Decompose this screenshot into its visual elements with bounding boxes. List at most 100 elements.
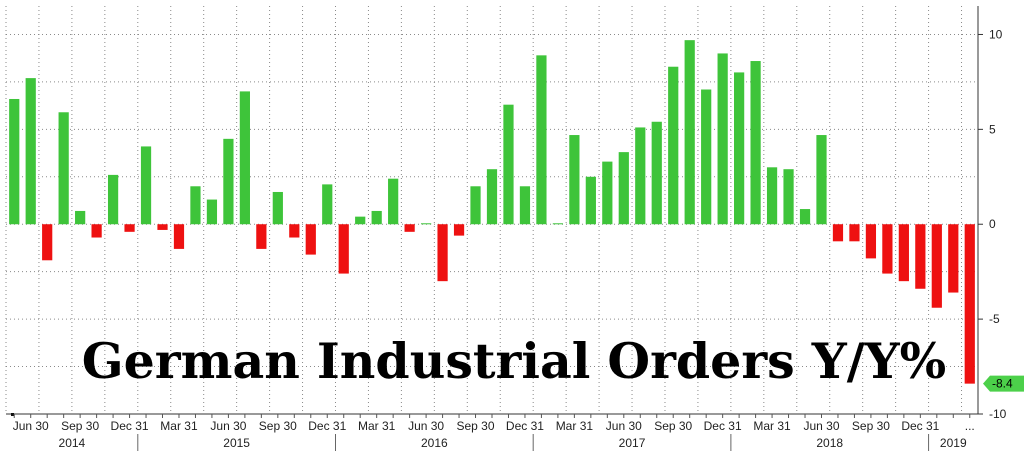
last-value-tag bbox=[983, 375, 1024, 392]
bar-mar-2016 bbox=[371, 210, 382, 225]
bar-apr-2015 bbox=[190, 186, 201, 225]
bar-may-2017 bbox=[602, 161, 613, 225]
x-tick-label: Dec 31 bbox=[506, 419, 544, 433]
year-label: 2019 bbox=[940, 436, 967, 450]
x-axis-start-dot bbox=[11, 413, 14, 416]
bar-oct-2017 bbox=[684, 40, 695, 225]
bar-may-2014 bbox=[9, 98, 20, 225]
x-tick-label: Sep 30 bbox=[457, 419, 495, 433]
last-value-label: -8.4 bbox=[992, 377, 1013, 391]
y-tick-label: -5 bbox=[989, 312, 1000, 326]
y-tick-label: 5 bbox=[989, 122, 996, 136]
bar-jun-2015 bbox=[223, 138, 234, 225]
bar-oct-2018 bbox=[882, 224, 893, 274]
bar-sep-2015 bbox=[272, 191, 283, 225]
x-tick-label: Dec 31 bbox=[111, 419, 149, 433]
bar-jul-2014 bbox=[42, 224, 53, 261]
bar-aug-2015 bbox=[256, 224, 267, 249]
bar-oct-2015 bbox=[289, 224, 300, 238]
bar-may-2015 bbox=[206, 199, 218, 225]
bar-dec-2014 bbox=[124, 224, 135, 232]
bar-feb-2016 bbox=[355, 216, 366, 225]
bar-apr-2016 bbox=[388, 178, 399, 225]
bar-dec-2015 bbox=[322, 184, 333, 225]
bar-jun-2017 bbox=[618, 152, 629, 225]
x-tick-label: Mar 31 bbox=[753, 419, 791, 433]
bar-nov-2015 bbox=[305, 224, 316, 255]
bar-jan-2016 bbox=[338, 224, 349, 274]
bar-aug-2018 bbox=[849, 224, 860, 242]
x-tick-label: Sep 30 bbox=[654, 419, 692, 433]
x-tick-label: Dec 31 bbox=[704, 419, 742, 433]
chart-title: German Industrial Orders Y/Y% bbox=[82, 332, 946, 390]
bar-jul-2018 bbox=[832, 224, 844, 242]
last-value-tag-group: -8.4 bbox=[983, 375, 1024, 392]
bar-jan-2018 bbox=[734, 72, 745, 225]
bar-mar-2018 bbox=[766, 167, 778, 225]
bar-aug-2014 bbox=[58, 112, 69, 225]
bar-sep-2014 bbox=[75, 210, 86, 225]
bar-dec-2018 bbox=[915, 224, 926, 289]
bar-nov-2017 bbox=[701, 89, 712, 225]
bar-jun-2014 bbox=[25, 78, 36, 225]
bar-oct-2014 bbox=[91, 224, 102, 238]
bar-nov-2018 bbox=[898, 224, 909, 282]
bar-series bbox=[9, 40, 975, 384]
bar-apr-2017 bbox=[585, 176, 596, 225]
bar-aug-2016 bbox=[453, 224, 465, 236]
x-tick-label: Sep 30 bbox=[259, 419, 297, 433]
year-label: 2015 bbox=[223, 436, 250, 450]
bar-jul-2016 bbox=[437, 224, 448, 282]
bar-mar-2015 bbox=[173, 224, 185, 249]
bar-dec-2016 bbox=[519, 186, 531, 225]
bar-aug-2017 bbox=[651, 121, 662, 225]
bar-feb-2018 bbox=[750, 61, 761, 225]
bar-sep-2018 bbox=[865, 224, 877, 259]
bar-dec-2017 bbox=[717, 53, 728, 225]
bar-jul-2017 bbox=[635, 127, 646, 225]
x-tick-label: Jun 30 bbox=[408, 419, 444, 433]
bar-nov-2016 bbox=[503, 104, 514, 225]
chart-title-group: German Industrial Orders Y/Y% bbox=[82, 332, 946, 390]
x-tick-label: Jun 30 bbox=[210, 419, 246, 433]
bar-sep-2016 bbox=[470, 186, 481, 225]
bar-feb-2017 bbox=[552, 223, 564, 225]
x-tick-label: Jun 30 bbox=[606, 419, 642, 433]
y-tick-label: 10 bbox=[989, 27, 1003, 41]
y-tick-label: 0 bbox=[989, 217, 996, 231]
year-label: 2018 bbox=[816, 436, 843, 450]
bar-jul-2015 bbox=[239, 91, 250, 225]
grid-lines bbox=[5, 6, 978, 415]
x-tick-label: Mar 31 bbox=[556, 419, 594, 433]
bar-jan-2015 bbox=[140, 146, 152, 225]
x-tick-label: Sep 30 bbox=[61, 419, 99, 433]
bar-may-2016 bbox=[404, 224, 415, 232]
x-tick-label: Mar 31 bbox=[358, 419, 396, 433]
x-tick-label: ... bbox=[965, 419, 975, 433]
year-label: 2016 bbox=[421, 436, 448, 450]
year-label: 2017 bbox=[619, 436, 646, 450]
bar-nov-2014 bbox=[107, 174, 119, 225]
x-tick-label: Dec 31 bbox=[308, 419, 346, 433]
x-tick-label: Mar 31 bbox=[160, 419, 198, 433]
bar-feb-2015 bbox=[157, 224, 168, 230]
bar-feb-2019 bbox=[948, 224, 959, 293]
bar-jan-2019 bbox=[931, 224, 942, 308]
year-label: 2014 bbox=[59, 436, 86, 450]
x-tick-label: Dec 31 bbox=[901, 419, 939, 433]
bar-oct-2016 bbox=[486, 169, 498, 225]
x-tick-label: Jun 30 bbox=[803, 419, 839, 433]
x-tick-label: Jun 30 bbox=[13, 419, 49, 433]
x-tick-label: Sep 30 bbox=[852, 419, 890, 433]
bar-mar-2019 bbox=[964, 224, 975, 384]
bar-jan-2017 bbox=[536, 55, 547, 225]
y-tick-label: -10 bbox=[989, 407, 1007, 421]
bar-jun-2018 bbox=[816, 135, 827, 225]
axes: 10 5 0 -5 -10 Jun 30 Sep 30 Dec 31 Mar 31 Jun 30 S… bbox=[6, 6, 1007, 451]
bar-may-2018 bbox=[799, 209, 811, 225]
bar-apr-2018 bbox=[783, 169, 794, 225]
bar-mar-2017 bbox=[569, 135, 580, 225]
bar-sep-2017 bbox=[668, 66, 679, 225]
bar-jun-2016 bbox=[420, 223, 432, 225]
